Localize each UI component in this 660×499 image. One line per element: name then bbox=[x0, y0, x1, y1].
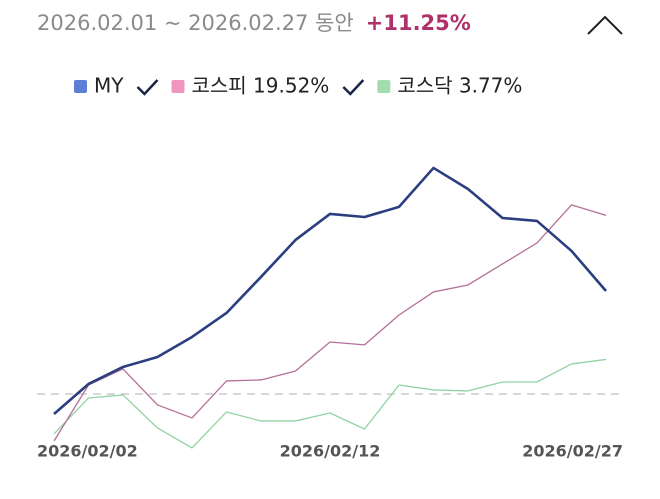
collapse-toggle[interactable] bbox=[587, 15, 623, 35]
legend: MY 코스피 19.52% 코스닥 3.77% bbox=[74, 74, 522, 98]
plot: 2026/02/02 2026/02/12 2026/02/27 bbox=[37, 166, 625, 461]
x-tick-label: 2026/02/02 bbox=[37, 442, 138, 461]
x-tick-label: 2026/02/27 bbox=[522, 442, 623, 461]
legend-swatch bbox=[171, 80, 185, 93]
legend-label: MY bbox=[94, 74, 124, 98]
legend-check bbox=[342, 79, 365, 96]
x-tick-label: 2026/02/12 bbox=[280, 442, 381, 461]
series-line bbox=[53, 166, 607, 415]
legend-label: 코스피 19.52% bbox=[191, 74, 329, 98]
legend-label: 코스닥 3.77% bbox=[397, 74, 522, 98]
legend-swatch bbox=[74, 80, 87, 93]
period: 2026.02.01 ~ 2026.02.27 동안 bbox=[37, 11, 354, 35]
legend-swatch bbox=[377, 80, 391, 93]
series-line bbox=[53, 204, 607, 442]
series-line bbox=[53, 358, 607, 449]
change: +11.25% bbox=[366, 11, 471, 35]
legend-check bbox=[136, 79, 159, 96]
